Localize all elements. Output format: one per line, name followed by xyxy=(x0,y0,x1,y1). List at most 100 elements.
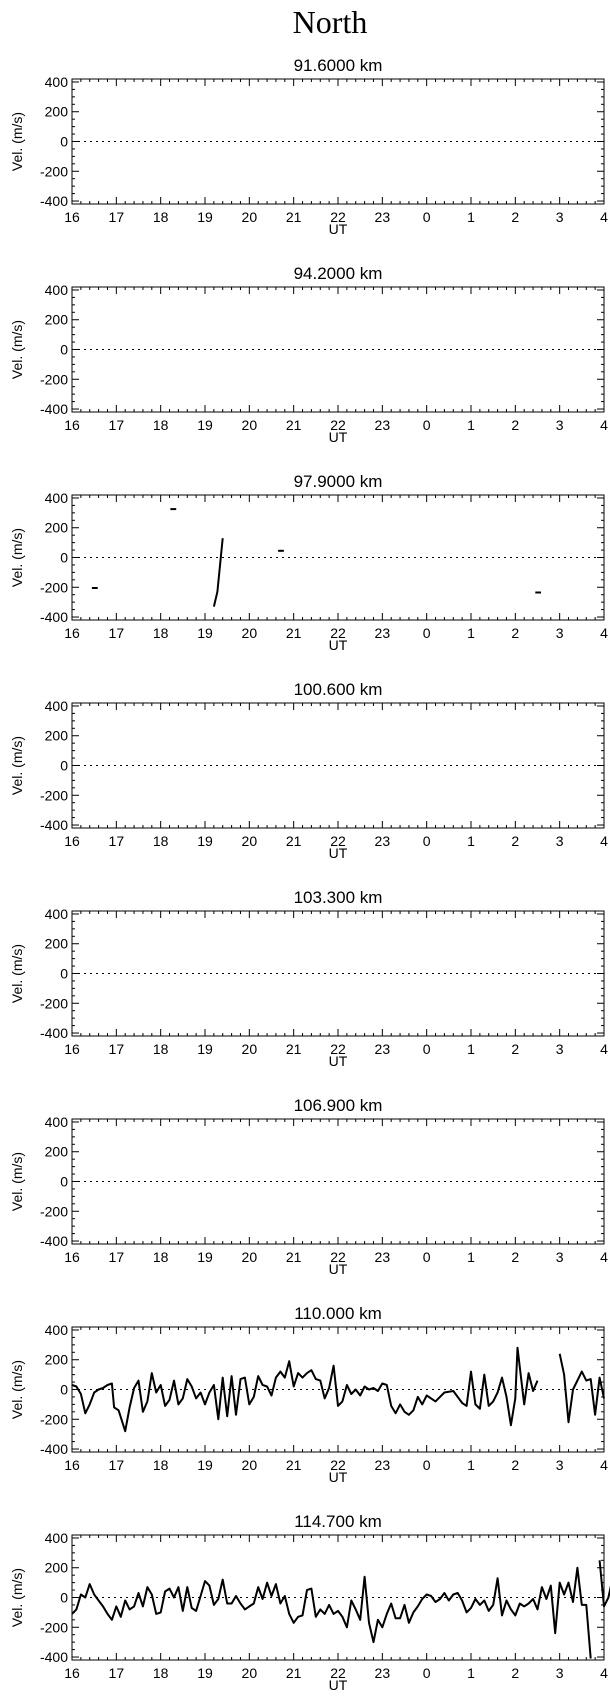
x-tick-label: 4 xyxy=(600,1665,608,1681)
y-tick-label: -200 xyxy=(40,995,68,1011)
x-tick-label: 4 xyxy=(600,1457,608,1473)
x-tick-label: 17 xyxy=(109,1249,125,1265)
x-tick-label: 19 xyxy=(197,209,213,225)
x-tick-label: 0 xyxy=(423,1665,431,1681)
x-tick-label: 16 xyxy=(64,1457,80,1473)
x-tick-label: 20 xyxy=(242,1249,258,1265)
x-tick-label: 21 xyxy=(286,1457,302,1473)
x-tick-label: 16 xyxy=(64,1041,80,1057)
x-tick-label: 22 xyxy=(330,1249,346,1265)
x-tick-label: 18 xyxy=(153,1249,169,1265)
y-tick-label: 200 xyxy=(45,520,69,536)
y-tick-label: 400 xyxy=(45,906,69,922)
x-tick-label: 18 xyxy=(153,1665,169,1681)
x-tick-label: 4 xyxy=(600,417,608,433)
x-tick-label: 1 xyxy=(467,1041,475,1057)
y-tick-label: -400 xyxy=(40,609,68,625)
x-tick-label: 23 xyxy=(375,209,391,225)
main-title: North xyxy=(293,4,368,40)
y-axis-label: Vel. (m/s) xyxy=(9,736,25,795)
y-tick-label: 400 xyxy=(45,1114,69,1130)
x-tick-label: 1 xyxy=(467,1457,475,1473)
x-tick-label: 16 xyxy=(64,1249,80,1265)
panel-title: 106.900 km xyxy=(294,1096,383,1115)
y-tick-label: -400 xyxy=(40,1441,68,1457)
x-tick-label: 1 xyxy=(467,209,475,225)
x-tick-label: 2 xyxy=(511,209,519,225)
y-tick-label: -200 xyxy=(40,1411,68,1427)
x-tick-label: 4 xyxy=(600,625,608,641)
x-tick-label: 20 xyxy=(242,1457,258,1473)
y-tick-label: 0 xyxy=(60,758,68,774)
x-tick-label: 3 xyxy=(556,209,564,225)
x-tick-label: 1 xyxy=(467,417,475,433)
x-tick-label: 17 xyxy=(109,625,125,641)
x-tick-label: 20 xyxy=(242,209,258,225)
x-tick-label: 0 xyxy=(423,1457,431,1473)
x-tick-label: 1 xyxy=(467,1665,475,1681)
y-tick-label: -200 xyxy=(40,787,68,803)
y-tick-label: 400 xyxy=(45,698,69,714)
y-tick-label: 200 xyxy=(45,104,69,120)
panel-title: 100.600 km xyxy=(294,680,383,699)
x-tick-label: 23 xyxy=(375,1041,391,1057)
panel-title: 97.9000 km xyxy=(294,472,383,491)
data-line xyxy=(71,1346,539,1433)
y-tick-label: -200 xyxy=(40,1203,68,1219)
x-tick-label: 16 xyxy=(64,833,80,849)
x-tick-label: 17 xyxy=(109,417,125,433)
y-tick-label: -400 xyxy=(40,193,68,209)
panel-title: 114.700 km xyxy=(294,1512,382,1531)
x-axis-label: UT xyxy=(329,637,348,653)
x-tick-label: 0 xyxy=(423,833,431,849)
y-tick-label: 400 xyxy=(45,490,69,506)
panel-title: 94.2000 km xyxy=(294,264,383,283)
y-tick-label: -400 xyxy=(40,1025,68,1041)
y-tick-label: 400 xyxy=(45,1530,69,1546)
x-tick-label: 3 xyxy=(556,1249,564,1265)
x-tick-label: 3 xyxy=(556,1457,564,1473)
y-tick-label: -200 xyxy=(40,579,68,595)
y-tick-label: 200 xyxy=(45,936,69,952)
x-tick-label: 4 xyxy=(600,833,608,849)
y-tick-label: 0 xyxy=(60,550,68,566)
x-tick-label: 2 xyxy=(511,417,519,433)
x-tick-label: 16 xyxy=(64,209,80,225)
y-tick-label: 0 xyxy=(60,1174,68,1190)
x-tick-label: 22 xyxy=(330,417,346,433)
x-tick-label: 2 xyxy=(511,833,519,849)
y-tick-label: -200 xyxy=(40,371,68,387)
y-tick-label: 200 xyxy=(45,312,69,328)
x-tick-label: 18 xyxy=(153,1457,169,1473)
panel-title: 91.6000 km xyxy=(294,56,383,75)
x-tick-label: 22 xyxy=(330,209,346,225)
x-axis-label: UT xyxy=(329,845,348,861)
x-tick-label: 16 xyxy=(64,417,80,433)
x-tick-label: 2 xyxy=(511,1665,519,1681)
y-axis-label: Vel. (m/s) xyxy=(9,1360,25,1419)
x-tick-label: 23 xyxy=(375,1457,391,1473)
x-tick-label: 20 xyxy=(242,417,258,433)
y-tick-label: 0 xyxy=(60,966,68,982)
y-tick-label: 400 xyxy=(45,74,69,90)
x-tick-label: 20 xyxy=(242,1041,258,1057)
x-tick-label: 3 xyxy=(556,1665,564,1681)
x-tick-label: 19 xyxy=(197,417,213,433)
x-tick-label: 18 xyxy=(153,417,169,433)
x-tick-label: 17 xyxy=(109,833,125,849)
y-tick-label: -400 xyxy=(40,401,68,417)
panel-title: 103.300 km xyxy=(294,888,383,907)
y-tick-label: -200 xyxy=(40,163,68,179)
x-tick-label: 17 xyxy=(109,209,125,225)
x-axis-label: UT xyxy=(329,1261,348,1277)
x-tick-label: 17 xyxy=(109,1457,125,1473)
x-tick-label: 2 xyxy=(511,625,519,641)
x-tick-label: 19 xyxy=(197,1041,213,1057)
x-tick-label: 4 xyxy=(600,1249,608,1265)
